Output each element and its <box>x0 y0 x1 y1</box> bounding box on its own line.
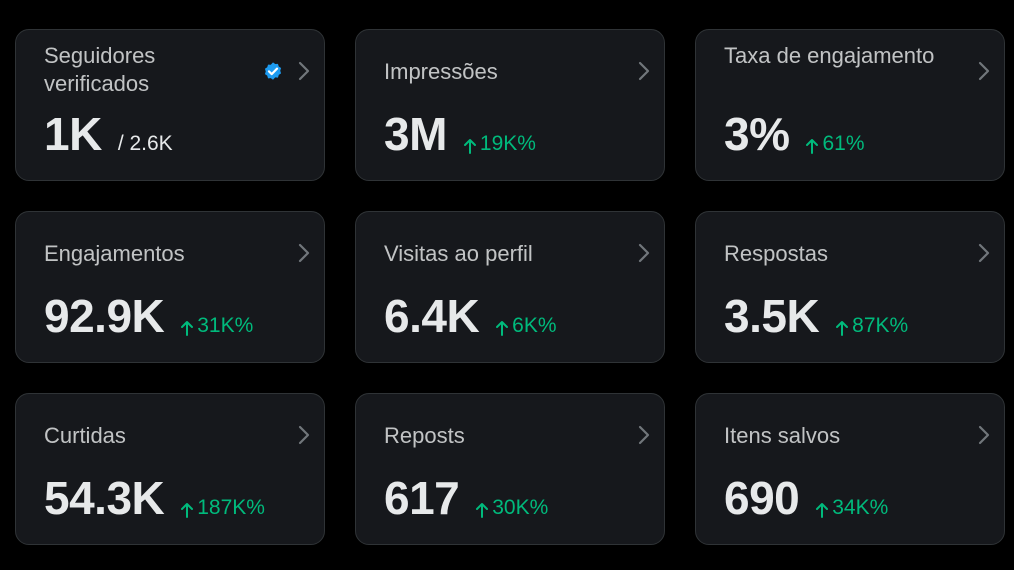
arrow-up-icon <box>181 503 194 518</box>
metric-total: / 2.6K <box>117 132 173 155</box>
value-row: 617 30K% <box>384 472 548 524</box>
arrow-up-icon <box>463 139 476 154</box>
card-title: Impressões <box>384 59 498 84</box>
verified-badge-icon <box>264 62 282 80</box>
card-engagement-rate[interactable]: Taxa de engajamento 3% 61% <box>695 29 1005 181</box>
card-verified-followers[interactable]: Seguidores verificados 1K / 2.6K <box>15 29 325 181</box>
card-saved-items[interactable]: Itens salvos 690 34K% <box>695 393 1005 545</box>
card-profile-visits[interactable]: Visitas ao perfil 6.4K 6K% <box>355 211 665 363</box>
metric-value: 54.3K <box>44 472 165 524</box>
metric-change-value: 34K% <box>832 496 889 519</box>
metric-change-value: 30K% <box>492 496 549 519</box>
metric-change: 187K% <box>180 496 265 520</box>
chevron-right-icon[interactable] <box>976 60 992 82</box>
chevron-right-icon[interactable] <box>296 424 312 446</box>
arrow-up-icon <box>476 503 489 518</box>
card-likes[interactable]: Curtidas 54.3K 187K% <box>15 393 325 545</box>
metric-value: 1K <box>44 108 102 160</box>
value-row: 690 34K% <box>724 472 888 524</box>
metric-change-value: 31K% <box>197 314 254 337</box>
chevron-right-icon[interactable] <box>976 424 992 446</box>
metric-value: 690 <box>724 472 800 524</box>
value-row: 6.4K 6K% <box>384 290 557 342</box>
chevron-right-icon[interactable] <box>636 60 652 82</box>
metric-value: 92.9K <box>44 290 165 342</box>
card-title: Seguidores verificados <box>44 43 156 96</box>
arrow-up-icon <box>181 321 194 336</box>
chevron-right-icon[interactable] <box>296 60 312 82</box>
arrow-up-icon <box>806 139 819 154</box>
metric-value: 6.4K <box>384 290 480 342</box>
arrow-up-icon <box>836 321 849 336</box>
card-reposts[interactable]: Reposts 617 30K% <box>355 393 665 545</box>
value-row: 3% 61% <box>724 108 865 160</box>
card-title: Respostas <box>724 241 828 266</box>
card-title: Reposts <box>384 423 465 448</box>
metric-change: 34K% <box>815 496 888 520</box>
card-title: Visitas ao perfil <box>384 241 533 266</box>
chevron-right-icon[interactable] <box>636 424 652 446</box>
metric-change-value: 6K% <box>512 314 557 337</box>
card-title: Curtidas <box>44 423 126 448</box>
metric-change-value: 61% <box>822 132 865 155</box>
metric-change-value: 187K% <box>197 496 265 519</box>
metric-change-value: 87K% <box>852 314 909 337</box>
card-impressions[interactable]: Impressões 3M 19K% <box>355 29 665 181</box>
card-title: Engajamentos <box>44 241 185 266</box>
metric-change: 30K% <box>475 496 548 520</box>
value-row: 54.3K 187K% <box>44 472 265 524</box>
arrow-up-icon <box>496 321 509 336</box>
metric-change: 19K% <box>463 132 536 156</box>
metric-change-value: 19K% <box>479 132 536 155</box>
value-row: 1K / 2.6K <box>44 108 173 160</box>
chevron-right-icon[interactable] <box>976 242 992 264</box>
value-row: 92.9K 31K% <box>44 290 253 342</box>
card-engagements[interactable]: Engajamentos 92.9K 31K% <box>15 211 325 363</box>
metric-value: 3% <box>724 108 790 160</box>
metric-value: 617 <box>384 472 460 524</box>
arrow-up-icon <box>816 503 829 518</box>
chevron-right-icon[interactable] <box>636 242 652 264</box>
card-replies[interactable]: Respostas 3.5K 87K% <box>695 211 1005 363</box>
metric-change: 61% <box>805 132 865 156</box>
metric-change: 87K% <box>835 314 908 338</box>
metric-value: 3M <box>384 108 447 160</box>
card-title: Itens salvos <box>724 423 841 448</box>
metric-change: 31K% <box>180 314 253 338</box>
value-row: 3.5K 87K% <box>724 290 908 342</box>
chevron-right-icon[interactable] <box>296 242 312 264</box>
metric-value: 3.5K <box>724 290 820 342</box>
card-title: Taxa de engajamento <box>724 43 935 68</box>
value-row: 3M 19K% <box>384 108 536 160</box>
metric-change: 6K% <box>495 314 557 338</box>
